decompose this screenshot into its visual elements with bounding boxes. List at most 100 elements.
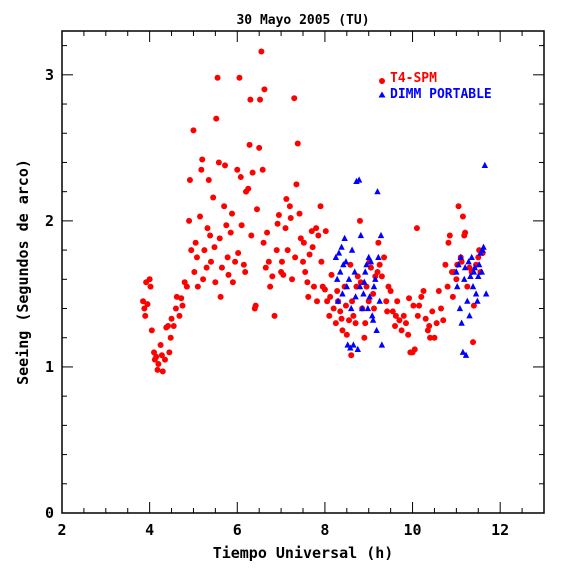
- data-point-circle: [267, 283, 274, 290]
- data-point-circle: [429, 308, 436, 315]
- data-point-circle: [334, 287, 341, 294]
- data-point-triangle: [481, 161, 489, 168]
- data-point-circle: [201, 247, 208, 254]
- data-point-circle: [309, 244, 316, 251]
- data-point-circle: [402, 320, 409, 327]
- data-point-circle: [414, 312, 421, 319]
- data-point-circle: [147, 283, 154, 290]
- data-point-circle: [179, 302, 186, 309]
- data-point-circle: [445, 239, 452, 246]
- data-point-circle: [264, 229, 271, 236]
- data-point-circle: [170, 323, 177, 330]
- data-point-circle: [363, 283, 370, 290]
- data-point-triangle: [362, 268, 369, 275]
- data-point-triangle: [472, 290, 480, 297]
- data-point-circle: [470, 339, 477, 346]
- data-point-triangle: [480, 243, 487, 250]
- data-point-circle: [349, 298, 356, 305]
- data-point-triangle: [482, 290, 490, 297]
- data-point-triangle: [361, 278, 368, 285]
- data-point-circle: [214, 74, 221, 81]
- data-point-circle: [278, 258, 285, 265]
- data-point-circle: [183, 283, 190, 290]
- data-point-circle: [365, 298, 372, 305]
- data-point-circle: [291, 95, 298, 102]
- data-point-triangle: [355, 176, 363, 183]
- data-point-circle: [302, 269, 309, 275]
- data-point-circle: [274, 220, 281, 227]
- data-point-circle: [464, 283, 471, 290]
- data-point-circle: [433, 320, 440, 327]
- data-point-circle: [140, 298, 147, 305]
- data-point-circle: [194, 283, 201, 290]
- data-point-circle: [191, 269, 198, 275]
- data-point-circle: [370, 305, 377, 312]
- data-point-circle: [362, 320, 369, 327]
- data-point-triangle: [462, 351, 470, 358]
- data-point-circle: [146, 276, 153, 283]
- data-point-circle: [293, 181, 300, 188]
- data-point-triangle: [337, 268, 344, 275]
- data-point-triangle: [370, 283, 378, 290]
- data-point-triangle: [367, 258, 375, 265]
- data-point-circle: [275, 212, 282, 219]
- data-point-triangle: [357, 231, 365, 239]
- legend-marker-t4-spm: [379, 78, 385, 84]
- data-point-circle: [418, 293, 425, 300]
- data-point-circle: [352, 320, 359, 327]
- data-point-circle: [253, 206, 260, 213]
- data-point-triangle: [461, 264, 469, 271]
- data-point-circle: [296, 210, 303, 217]
- data-point-circle: [168, 315, 175, 322]
- data-point-circle: [200, 276, 207, 283]
- data-point-circle: [248, 232, 255, 239]
- data-point-circle: [347, 261, 354, 268]
- data-point-circle: [470, 302, 477, 309]
- data-point-circle: [435, 287, 442, 294]
- data-point-circle: [384, 308, 391, 315]
- data-point-triangle: [364, 304, 372, 312]
- data-point-circle: [315, 232, 322, 239]
- y-tick-labels: 0 1 2 3: [45, 66, 54, 522]
- data-point-circle: [354, 273, 361, 280]
- data-point-circle: [213, 115, 220, 122]
- x-tick-label: 10: [404, 521, 422, 539]
- data-point-circle: [427, 334, 434, 341]
- data-point-triangle: [372, 275, 379, 282]
- data-point-circle: [297, 235, 304, 242]
- data-point-circle: [207, 258, 214, 265]
- data-point-circle: [405, 331, 412, 338]
- data-point-circle: [356, 217, 363, 224]
- data-point-circle: [192, 239, 199, 246]
- data-point-triangle: [455, 261, 462, 268]
- data-point-circle: [376, 261, 383, 268]
- data-point-circle: [207, 232, 214, 239]
- data-point-circle: [176, 312, 183, 319]
- data-point-circle: [350, 312, 357, 319]
- data-point-circle: [374, 269, 381, 275]
- data-point-circle: [449, 293, 456, 300]
- data-point-circle: [229, 279, 236, 286]
- data-point-circle: [246, 141, 253, 148]
- data-point-circle: [260, 239, 267, 246]
- data-point-triangle: [332, 253, 340, 260]
- data-point-circle: [442, 261, 449, 268]
- data-point-circle: [300, 258, 306, 265]
- data-point-triangle: [461, 275, 468, 282]
- data-point-triangle: [334, 297, 342, 304]
- data-point-triangle: [338, 243, 345, 250]
- data-point-circle: [249, 169, 256, 176]
- data-point-triangle: [369, 312, 376, 319]
- data-point-circle: [324, 298, 331, 305]
- data-point-triangle: [470, 268, 478, 275]
- data-point-circle: [313, 225, 320, 232]
- data-point-triangle: [459, 348, 467, 355]
- data-point-circle: [389, 308, 396, 315]
- data-point-circle: [400, 312, 407, 319]
- data-point-circle: [188, 247, 195, 254]
- data-point-triangle: [356, 283, 364, 290]
- data-point-circle: [148, 327, 155, 334]
- data-point-circle: [172, 305, 179, 312]
- data-point-triangle: [351, 268, 358, 275]
- data-point-circle: [475, 254, 482, 261]
